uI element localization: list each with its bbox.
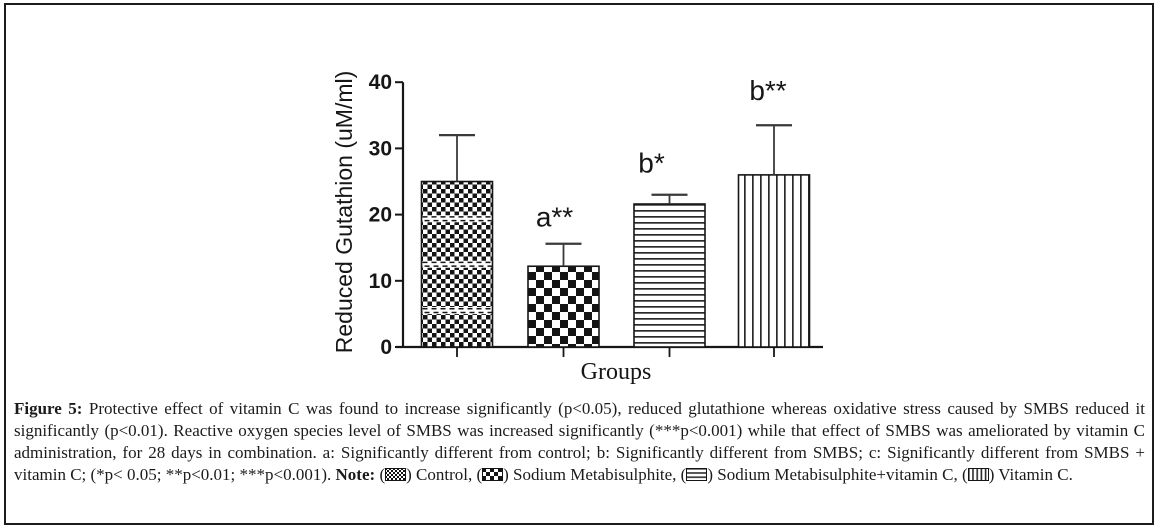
x-axis-title: Groups [581,359,652,385]
bar-vitamin-c [737,174,811,348]
caption-text: ) Control, ( [406,465,483,484]
significance-label-sodium-metabisulphite: a** [536,202,573,233]
caption-bold-text: Figure 5: [14,399,83,418]
figure-caption: Figure 5: Protective effect of vitamin C… [14,398,1145,486]
bar-sodium-metabisulphite [527,265,600,348]
caption-text: Protective effect of vitamin C was found… [14,399,1145,484]
sodium-metabisulphite-pattern-swatch [482,468,504,481]
caption-text: ( [375,465,386,484]
y-tick-label-30: 30 [369,137,392,160]
caption-bold-text: Note: [335,465,376,484]
y-axis-title: Reduced Gutathion (uM/ml) [331,71,357,354]
smbs-vitamin-c-pattern-swatch-rect [686,468,708,481]
bar-band [422,260,492,268]
significance-label-sodium-metabisulphite-vitamin-c: b* [638,148,665,179]
caption-text: ) Vitamin C. [988,465,1073,484]
y-tick-label-20: 20 [369,204,392,227]
y-tick-label-40: 40 [369,71,392,94]
significance-label-vitamin-c: b** [749,75,786,106]
y-tick-label-0: 0 [380,336,392,359]
bar-band [422,215,492,223]
control-pattern-swatch [385,468,407,481]
control-pattern-swatch-rect [385,468,407,481]
vitamin-c-pattern-swatch [967,468,989,481]
sodium-metabisulphite-pattern-swatch-rect [482,468,504,481]
bar-sodium-metabisulphite-vitamin-c [633,203,706,348]
smbs-vitamin-c-pattern-swatch [686,468,708,481]
bar-band [422,307,492,315]
caption-text: ) Sodium Metabisulphite, ( [503,465,687,484]
y-tick-label-10: 10 [369,270,392,293]
vitamin-c-pattern-swatch-rect [967,468,989,481]
caption-text: ) Sodium Metabisulphite+vitamin C, ( [707,465,968,484]
figure-frame-border [4,3,1154,525]
